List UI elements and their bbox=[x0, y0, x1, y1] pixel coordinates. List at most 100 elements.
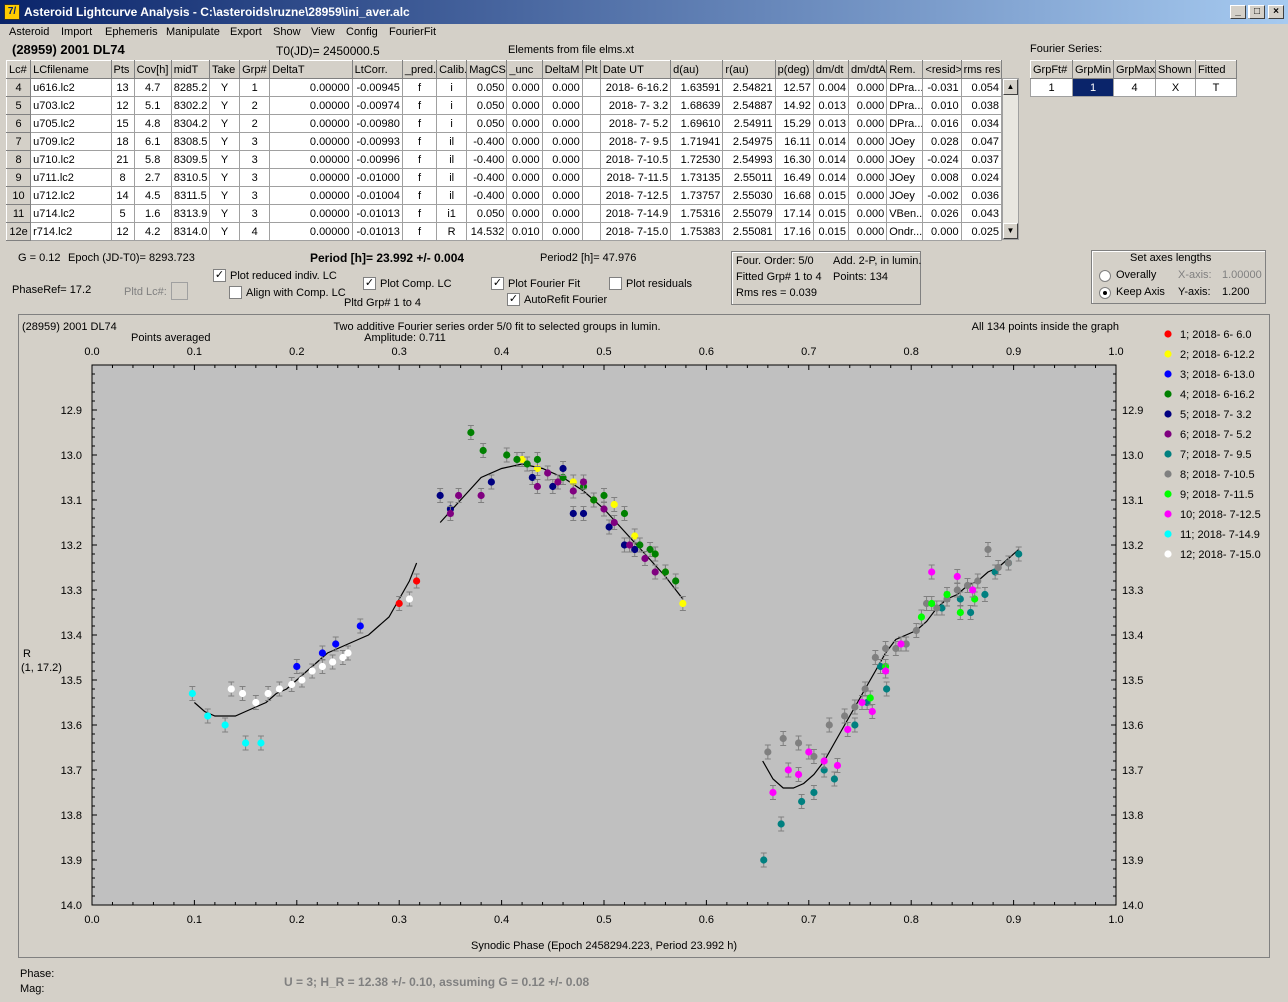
table-cell[interactable]: 14.92 bbox=[774, 96, 814, 115]
column-header[interactable]: LtCorr. bbox=[351, 60, 403, 79]
data-point[interactable] bbox=[820, 757, 828, 765]
row-header[interactable]: 10 bbox=[5, 186, 32, 205]
table-cell[interactable] bbox=[581, 168, 601, 187]
fourier-cell[interactable]: 1 bbox=[1072, 78, 1114, 97]
table-cell[interactable]: 0.015 bbox=[812, 186, 850, 205]
table-cell[interactable]: 0.000 bbox=[506, 186, 543, 205]
table-cell[interactable]: -0.400 bbox=[466, 132, 508, 151]
table-cell[interactable]: 8311.5 bbox=[170, 186, 210, 205]
data-point[interactable] bbox=[928, 568, 936, 576]
table-cell[interactable]: 2.55030 bbox=[722, 186, 776, 205]
table-cell[interactable]: VBen... bbox=[886, 204, 924, 223]
table-cell[interactable]: 2.7 bbox=[133, 168, 172, 187]
column-header[interactable]: _unc bbox=[506, 60, 543, 79]
data-point[interactable] bbox=[477, 491, 485, 500]
table-cell[interactable]: 0.010 bbox=[506, 222, 543, 241]
table-scrollbar[interactable]: ▲ ▼ bbox=[1002, 78, 1019, 240]
data-point[interactable] bbox=[454, 491, 463, 500]
table-row[interactable]: 10 u712.lc2 14 4.5 8311.5 Y 3 0.00000 -0.01004 f i… bbox=[5, 186, 1003, 205]
table-cell[interactable]: f bbox=[401, 96, 438, 115]
column-header[interactable]: p(deg) bbox=[774, 60, 814, 79]
data-point[interactable] bbox=[769, 788, 777, 797]
table-cell[interactable]: 2 bbox=[239, 96, 271, 115]
data-point[interactable] bbox=[953, 586, 961, 594]
data-point[interactable] bbox=[610, 518, 618, 527]
table-cell[interactable]: -0.400 bbox=[466, 186, 508, 205]
data-point[interactable] bbox=[554, 478, 562, 486]
table-cell[interactable]: 16.49 bbox=[774, 168, 814, 187]
table-cell[interactable]: 4.2 bbox=[133, 222, 172, 241]
table-cell[interactable]: 1.6 bbox=[133, 204, 172, 223]
fourier-column-header[interactable]: Shown bbox=[1155, 60, 1196, 79]
table-cell[interactable]: -0.031 bbox=[922, 78, 962, 97]
table-cell[interactable]: 3 bbox=[239, 204, 271, 223]
table-cell[interactable]: -0.01004 bbox=[351, 186, 403, 205]
table-cell[interactable]: 0.047 bbox=[960, 132, 1003, 151]
table-cell[interactable]: 1 bbox=[239, 78, 271, 97]
menu-export[interactable]: Export bbox=[230, 26, 262, 38]
menu-import[interactable]: Import bbox=[61, 26, 93, 38]
table-cell[interactable]: Y bbox=[208, 186, 241, 205]
data-point[interactable] bbox=[764, 748, 772, 756]
data-point[interactable] bbox=[605, 523, 613, 531]
table-cell[interactable]: 1.69610 bbox=[670, 114, 724, 133]
table-row[interactable]: 12e r714.lc2 12 4.2 8314.0 Y 4 0.00000 -0.01013 f… bbox=[5, 222, 1003, 241]
table-cell[interactable]: Y bbox=[208, 114, 241, 133]
table-cell[interactable]: 0.014 bbox=[812, 168, 850, 187]
table-cell[interactable]: -0.400 bbox=[466, 168, 508, 187]
menu-asteroid[interactable]: Asteroid bbox=[9, 26, 50, 38]
table-cell[interactable]: 0.000 bbox=[848, 222, 888, 241]
data-point[interactable] bbox=[631, 532, 639, 540]
table-cell[interactable]: 21 bbox=[110, 150, 135, 169]
data-point[interactable] bbox=[264, 689, 272, 698]
data-point[interactable] bbox=[600, 491, 608, 500]
fourier-cell[interactable]: X bbox=[1155, 78, 1196, 97]
table-cell[interactable]: 0.015 bbox=[812, 222, 850, 241]
table-cell[interactable]: 4.5 bbox=[133, 186, 172, 205]
table-cell[interactable]: 0.00000 bbox=[269, 222, 353, 241]
table-cell[interactable]: 1.63591 bbox=[670, 78, 724, 97]
data-point[interactable] bbox=[626, 541, 634, 549]
table-cell[interactable]: 0.013 bbox=[812, 96, 850, 115]
table-cell[interactable]: 3 bbox=[239, 150, 271, 169]
column-header[interactable]: r(au) bbox=[722, 60, 776, 79]
column-header[interactable]: <resid> bbox=[922, 60, 962, 79]
table-cell[interactable]: i bbox=[436, 96, 468, 115]
data-point[interactable] bbox=[892, 644, 900, 653]
table-cell[interactable] bbox=[581, 132, 601, 151]
data-point[interactable] bbox=[467, 428, 475, 437]
menu-config[interactable]: Config bbox=[346, 26, 378, 38]
table-cell[interactable]: 0.014 bbox=[812, 132, 850, 151]
lightcurve-plot[interactable]: 0.0 0.0 0.1 0.1 0.2 0.2 0.3 0.3 0.4 0.4 0.5 0.5 0.6 0… bbox=[19, 315, 1269, 957]
data-point[interactable] bbox=[882, 667, 890, 675]
table-cell[interactable]: 2.54821 bbox=[722, 78, 776, 97]
column-header[interactable]: Date UT bbox=[599, 60, 672, 79]
data-point[interactable] bbox=[356, 622, 364, 630]
minimize-button-2[interactable]: _ bbox=[1230, 5, 1246, 19]
table-cell[interactable]: 0.034 bbox=[960, 114, 1003, 133]
maximize-button[interactable]: □ bbox=[1249, 5, 1265, 19]
table-cell[interactable] bbox=[581, 222, 601, 241]
data-point[interactable] bbox=[841, 712, 849, 720]
table-cell[interactable]: i bbox=[436, 114, 468, 133]
menu-manipulate[interactable]: Manipulate bbox=[166, 26, 220, 38]
table-cell[interactable]: 2.54993 bbox=[722, 150, 776, 169]
table-cell[interactable]: i bbox=[436, 78, 468, 97]
table-cell[interactable]: f bbox=[401, 150, 438, 169]
table-cell[interactable]: f bbox=[401, 204, 438, 223]
data-point[interactable] bbox=[344, 649, 352, 657]
row-header[interactable]: 8 bbox=[5, 150, 32, 169]
table-cell[interactable]: 2018- 7-14.9 bbox=[599, 204, 672, 223]
data-point[interactable] bbox=[825, 721, 833, 729]
table-cell[interactable]: JOey bbox=[886, 168, 924, 187]
data-point[interactable] bbox=[523, 460, 531, 468]
table-cell[interactable]: -0.01013 bbox=[351, 204, 403, 223]
table-cell[interactable]: 2018- 7-11.5 bbox=[599, 168, 672, 187]
table-cell[interactable]: 0.000 bbox=[922, 222, 962, 241]
data-point[interactable] bbox=[984, 545, 992, 554]
table-cell[interactable]: -0.01013 bbox=[351, 222, 403, 241]
data-point[interactable] bbox=[876, 662, 885, 671]
table-cell[interactable]: f bbox=[401, 114, 438, 133]
data-point[interactable] bbox=[318, 662, 326, 671]
